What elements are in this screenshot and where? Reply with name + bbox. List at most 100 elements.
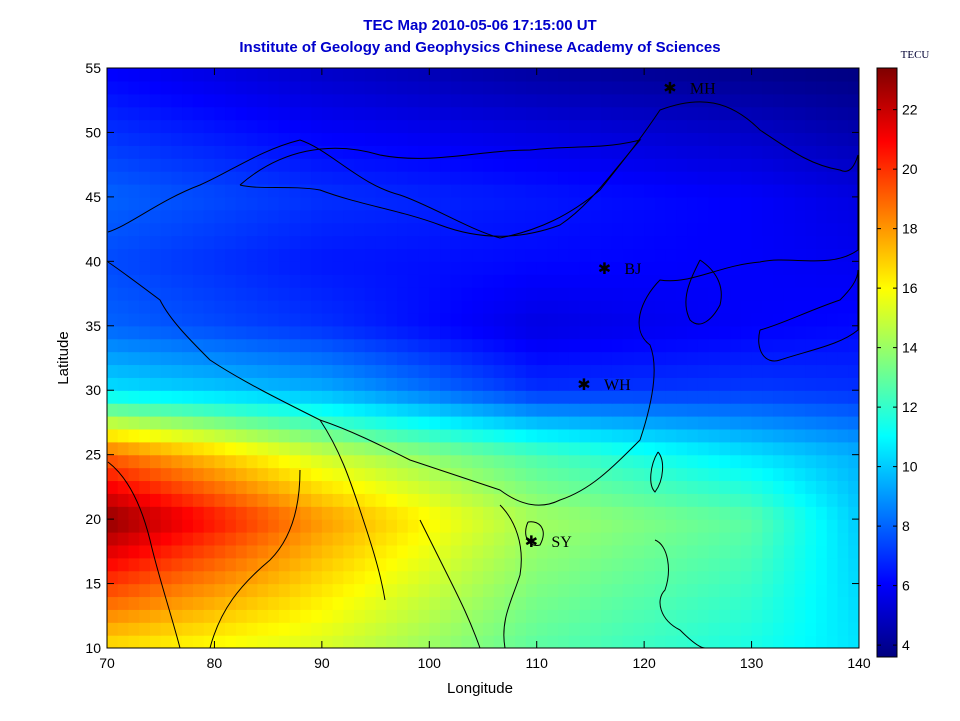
heatmap-cell: [235, 338, 248, 353]
heatmap-cell: [117, 158, 130, 172]
heatmap-cell: [601, 287, 613, 301]
heatmap-cell: [278, 364, 291, 378]
heatmap-cell: [332, 106, 344, 121]
heatmap-cell: [783, 609, 796, 623]
heatmap-cell: [397, 635, 409, 648]
heatmap-cell: [622, 196, 634, 211]
heatmap-cell: [160, 596, 173, 610]
heatmap-cell: [397, 557, 409, 572]
heatmap-cell: [805, 287, 817, 301]
heatmap-cell: [568, 68, 581, 82]
heatmap-cell: [676, 454, 688, 469]
heatmap-cell: [117, 106, 130, 121]
heatmap-cell: [665, 325, 677, 340]
heatmap-cell: [525, 209, 538, 224]
heatmap-cell: [762, 68, 774, 82]
heatmap-cell: [321, 519, 334, 533]
heatmap-cell: [644, 467, 656, 482]
heatmap-cell: [117, 622, 130, 636]
heatmap-cell: [214, 635, 226, 648]
heatmap-cell: [493, 80, 506, 95]
heatmap-cell: [665, 506, 677, 520]
heatmap-cell: [730, 454, 742, 469]
heatmap-cell: [515, 364, 527, 378]
heatmap-cell: [525, 570, 538, 585]
heatmap-cell: [848, 390, 859, 404]
heatmap-cell: [730, 519, 742, 533]
heatmap-cell: [805, 274, 817, 288]
heatmap-cell: [536, 480, 549, 494]
heatmap-cell: [311, 80, 323, 95]
heatmap-cell: [354, 145, 366, 159]
hainan-outline: [525, 521, 544, 546]
heatmap-cell: [697, 609, 710, 623]
heatmap-cell: [192, 338, 205, 353]
heatmap-cell: [826, 519, 839, 533]
heatmap-cell: [525, 325, 538, 340]
heatmap-cell: [558, 454, 570, 469]
heatmap-cell: [182, 261, 194, 275]
heatmap-cell: [214, 441, 226, 456]
heatmap-cell: [493, 390, 506, 404]
heatmap-cell: [719, 416, 731, 430]
heatmap-cell: [268, 403, 280, 417]
heatmap-cell: [235, 416, 248, 430]
heatmap-cell: [107, 609, 119, 623]
heatmap-cell: [568, 235, 581, 250]
x-tick-label: 100: [418, 655, 442, 671]
heatmap-cell: [611, 196, 624, 211]
y-tick-label: 40: [85, 253, 101, 269]
heatmap-cell: [397, 583, 409, 598]
heatmap-cell: [740, 416, 753, 430]
heatmap-cell: [300, 403, 312, 417]
heatmap-cell: [654, 441, 667, 456]
heatmap-cell: [730, 596, 742, 610]
heatmap-cell: [354, 622, 366, 636]
heatmap-cell: [590, 274, 602, 288]
heatmap-cell: [654, 583, 667, 598]
heatmap-cell: [332, 532, 344, 546]
heatmap-cell: [719, 493, 731, 507]
heatmap-cell: [783, 338, 796, 353]
heatmap-cell: [289, 106, 301, 121]
heatmap-cell: [773, 274, 785, 288]
heatmap-cell: [848, 596, 859, 610]
heatmap-cell: [816, 312, 828, 327]
heatmap-cell: [364, 441, 377, 456]
heatmap-cell: [633, 544, 645, 559]
heatmap-cell: [268, 209, 280, 224]
heatmap-cell: [117, 441, 130, 456]
heatmap-cell: [235, 312, 248, 327]
heatmap-cell: [343, 274, 355, 288]
heatmap-cell: [128, 80, 140, 95]
heatmap-cell: [601, 544, 613, 559]
heatmap-cell: [644, 441, 656, 456]
heatmap-cell: [278, 570, 291, 585]
heatmap-cell: [493, 261, 506, 275]
heatmap-cell: [343, 209, 355, 224]
heatmap-cell: [654, 609, 667, 623]
heatmap-cell: [547, 544, 559, 559]
heatmap-cell: [837, 390, 849, 404]
heatmap-cell: [536, 441, 549, 456]
x-tick-label: 110: [526, 655, 549, 671]
heatmap-cell: [601, 248, 613, 262]
heatmap-cell: [354, 454, 366, 469]
heatmap-cell: [107, 622, 119, 636]
heatmap-cell: [794, 338, 806, 353]
heatmap-cell: [246, 364, 258, 378]
heatmap-cell: [525, 609, 538, 623]
heatmap-cell: [429, 209, 441, 224]
heatmap-cell: [214, 428, 226, 443]
heatmap-cell: [848, 519, 859, 533]
heatmap-cell: [246, 274, 258, 288]
heatmap-cell: [107, 467, 119, 482]
heatmap-cell: [440, 351, 452, 366]
heatmap-cell: [837, 609, 849, 623]
heatmap-cell: [697, 441, 710, 456]
heatmap-cell: [461, 570, 473, 585]
heatmap-cell: [139, 532, 151, 546]
heatmap-cell: [268, 158, 280, 172]
heatmap-cell: [128, 364, 140, 378]
heatmap-cell: [182, 570, 194, 585]
